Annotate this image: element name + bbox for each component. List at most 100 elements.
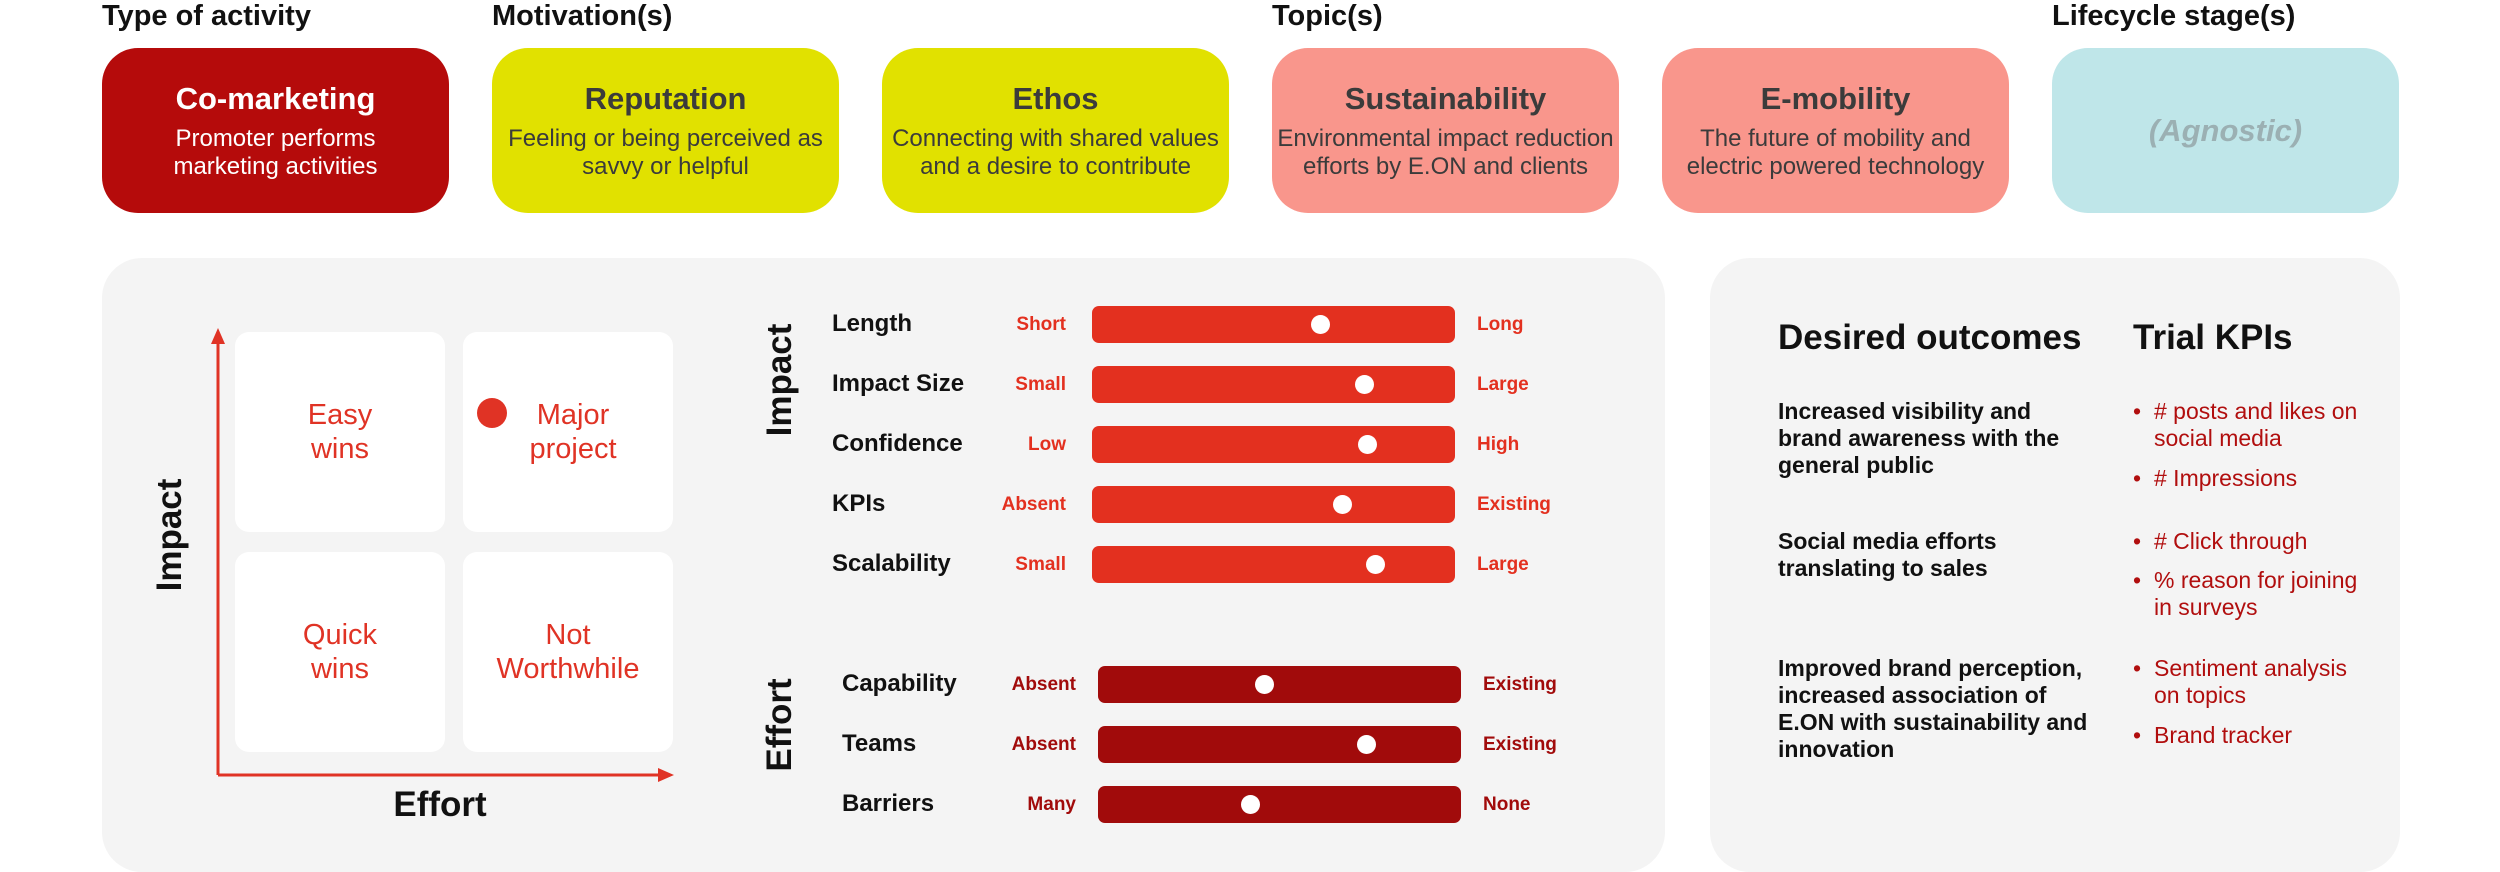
- card-reputation: Reputation Feeling or being perceived as…: [492, 48, 839, 213]
- rating-label: Confidence: [832, 430, 963, 457]
- rating-max-label: Existing: [1477, 494, 1551, 515]
- section-label-topic: Topic(s): [1272, 0, 1383, 32]
- bullet-icon: •: [2133, 722, 2142, 748]
- kpi-text: Brand tracker: [2154, 722, 2293, 748]
- rating-bar: [1098, 786, 1461, 823]
- card-title: (Agnostic): [2148, 112, 2303, 148]
- rating-row-capability: Capability Absent Existing: [842, 666, 1602, 706]
- rating-row-confidence: Confidence Low High: [832, 426, 1592, 466]
- quadrant-easy-wins: Easy wins: [235, 332, 445, 532]
- kpi-text: # posts and likes on social media: [2154, 398, 2358, 451]
- card-description: The future of mobility and electric powe…: [1686, 124, 1985, 180]
- rating-min-label: Small: [1015, 554, 1066, 575]
- rating-label: Length: [832, 310, 912, 337]
- rating-label: Scalability: [832, 550, 951, 577]
- outcome-social-sales: Social media efforts translating to sale…: [1778, 528, 1997, 581]
- kpis-heading: Trial KPIs: [2133, 318, 2293, 357]
- card-description: Connecting with shared values and a desi…: [892, 124, 1219, 180]
- rating-min-label: Small: [1015, 374, 1066, 395]
- quadrant-major-project: Major project: [463, 332, 673, 532]
- quadrant-label: Not Worthwhile: [496, 619, 640, 685]
- rating-min-label: Many: [1027, 794, 1076, 815]
- kpi-item: • # posts and likes on social media: [2133, 398, 2373, 452]
- rating-row-teams: Teams Absent Existing: [842, 726, 1602, 766]
- rating-row-length: Length Short Long: [832, 306, 1592, 346]
- rating-bar: [1092, 486, 1455, 523]
- quadrant-quick-wins: Quick wins: [235, 552, 445, 752]
- rating-row-scalability: Scalability Small Large: [832, 546, 1592, 586]
- rating-max-label: None: [1483, 794, 1531, 815]
- rating-min-label: Absent: [1011, 734, 1076, 755]
- rating-marker: [1311, 315, 1331, 334]
- card-description: Promoter performs marketing activities: [173, 124, 378, 180]
- kpi-text: # Click through: [2154, 528, 2308, 554]
- rating-bar: [1092, 546, 1455, 583]
- section-label-lifecycle: Lifecycle stage(s): [2052, 0, 2296, 32]
- rating-row-barriers: Barriers Many None: [842, 786, 1602, 826]
- kpi-text: # Impressions: [2154, 465, 2298, 491]
- rating-marker: [1255, 675, 1275, 694]
- quadrant-label: Major project: [529, 399, 617, 465]
- rating-bar: [1092, 366, 1455, 403]
- rating-max-label: Large: [1477, 554, 1529, 575]
- rating-label: Impact Size: [832, 370, 965, 397]
- rating-label: Capability: [842, 670, 957, 697]
- rating-max-label: Existing: [1483, 734, 1557, 755]
- kpi-text: % reason for joining in surveys: [2154, 567, 2358, 620]
- impact-group-label: Impact: [760, 323, 799, 437]
- card-title: E-mobility: [1760, 80, 1911, 116]
- kpi-item: • Brand tracker: [2133, 722, 2373, 749]
- rating-marker: [1358, 435, 1378, 454]
- rating-marker: [1357, 735, 1377, 754]
- effort-group-label: Effort: [760, 678, 799, 772]
- rating-row-kpis: KPIs Absent Existing: [832, 486, 1592, 526]
- rating-label: KPIs: [832, 490, 886, 517]
- card-title: Sustainability: [1344, 80, 1547, 116]
- rating-marker: [1365, 555, 1385, 574]
- rating-row-impact-size: Impact Size Small Large: [832, 366, 1592, 406]
- rating-bar: [1098, 666, 1461, 703]
- matrix-y-axis-label: Impact: [150, 478, 189, 592]
- rating-marker: [1354, 375, 1374, 394]
- card-description: Feeling or being perceived as savvy or h…: [508, 124, 823, 180]
- outcome-brand-perception: Improved brand perception, increased ass…: [1778, 655, 2088, 762]
- rating-max-label: Existing: [1483, 674, 1557, 695]
- kpi-item: • Sentiment analysis on topics: [2133, 655, 2373, 709]
- card-co-marketing: Co-marketing Promoter performs marketing…: [102, 48, 449, 213]
- bullet-icon: •: [2133, 465, 2142, 491]
- rating-marker: [1240, 795, 1260, 814]
- card-title: Ethos: [1012, 80, 1099, 116]
- bullet-icon: •: [2133, 528, 2142, 554]
- section-label-motivation: Motivation(s): [492, 0, 673, 32]
- rating-bar: [1098, 726, 1461, 763]
- kpi-text: Sentiment analysis on topics: [2154, 655, 2348, 708]
- matrix-x-axis-label: Effort: [393, 785, 487, 824]
- card-agnostic: (Agnostic): [2052, 48, 2399, 213]
- kpi-item: • % reason for joining in surveys: [2133, 567, 2373, 621]
- card-ethos: Ethos Connecting with shared values and …: [882, 48, 1229, 213]
- rating-bar: [1092, 306, 1455, 343]
- rating-label: Teams: [842, 730, 917, 757]
- kpi-item: • # Impressions: [2133, 465, 2373, 492]
- card-sustainability: Sustainability Environmental impact redu…: [1272, 48, 1619, 213]
- bullet-icon: •: [2133, 398, 2142, 424]
- rating-max-label: High: [1477, 434, 1520, 455]
- card-title: Co-marketing: [175, 80, 376, 116]
- rating-bar: [1092, 426, 1455, 463]
- outcome-visibility: Increased visibility and brand awareness…: [1778, 398, 2060, 478]
- card-title: Reputation: [584, 80, 747, 116]
- quadrant-not-worthwhile: Not Worthwhile: [463, 552, 673, 752]
- kpi-item: • # Click through: [2133, 528, 2373, 555]
- bullet-icon: •: [2133, 567, 2142, 593]
- rating-min-label: Short: [1016, 314, 1066, 335]
- quadrant-label: Quick wins: [302, 619, 378, 685]
- outcomes-heading: Desired outcomes: [1778, 318, 2082, 357]
- outcomes-panel: [1710, 258, 2400, 872]
- selected-marker: [477, 398, 507, 428]
- rating-min-label: Absent: [1011, 674, 1076, 695]
- bullet-icon: •: [2133, 655, 2142, 681]
- rating-max-label: Long: [1477, 314, 1524, 335]
- rating-max-label: Large: [1477, 374, 1529, 395]
- rating-marker: [1332, 495, 1352, 514]
